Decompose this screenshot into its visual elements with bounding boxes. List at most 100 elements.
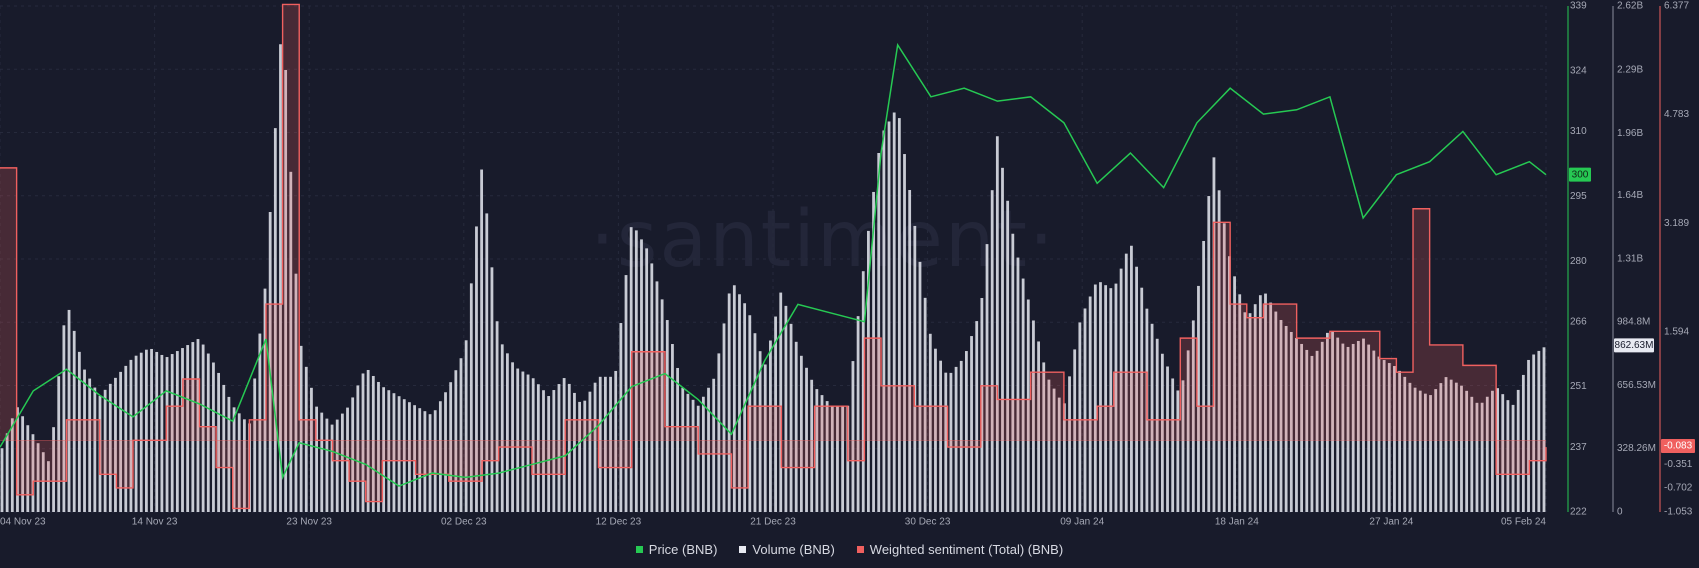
- volume-bar: [217, 372, 221, 512]
- volume-bar: [299, 345, 303, 512]
- volume-bar: [892, 112, 896, 512]
- price-tick-label: 310: [1570, 126, 1587, 137]
- volume-bar: [459, 358, 463, 512]
- volume-bar: [655, 281, 659, 512]
- volume-bar: [1130, 245, 1133, 513]
- volume-bar: [129, 359, 133, 512]
- volume-bar: [671, 344, 674, 512]
- volume-bar: [222, 384, 226, 512]
- volume-bar: [1191, 320, 1195, 512]
- x-tick-label: 23 Nov 23: [286, 517, 332, 528]
- volume-bar: [964, 351, 968, 512]
- volume-bar: [686, 393, 690, 512]
- volume-bar: [1150, 323, 1154, 512]
- volume-tick-label: 656.53M: [1617, 380, 1656, 391]
- volume-bar: [212, 362, 215, 512]
- volume-bar: [1088, 296, 1092, 512]
- volume-bar: [67, 309, 71, 512]
- volume-bar: [1016, 257, 1020, 512]
- legend-item-sentiment[interactable]: Weighted sentiment (Total) (BNB): [856, 542, 1063, 557]
- volume-bar: [1222, 223, 1226, 512]
- volume-bar: [310, 387, 313, 512]
- volume-bar: [1181, 380, 1185, 512]
- volume-bar: [923, 297, 927, 512]
- x-tick-label: 12 Dec 23: [596, 517, 642, 528]
- legend-label-volume: Volume (BNB): [752, 542, 835, 557]
- volume-bar: [944, 372, 948, 512]
- volume-bar: [908, 189, 912, 512]
- volume-bar: [52, 427, 55, 512]
- volume-bar: [660, 299, 664, 512]
- volume-bar: [464, 340, 468, 512]
- sentiment-tick-label: -0.351: [1664, 459, 1693, 470]
- volume-bar: [722, 323, 726, 512]
- volume-tick-label: 2.62B: [1617, 1, 1643, 12]
- volume-bar: [578, 401, 582, 512]
- volume-bar: [1506, 400, 1510, 512]
- volume-bar: [1274, 311, 1278, 512]
- volume-bar: [738, 294, 741, 512]
- volume-bar: [1207, 196, 1211, 512]
- volume-bar: [1042, 362, 1046, 512]
- volume-bar: [789, 323, 793, 512]
- volume-bar: [346, 407, 349, 512]
- volume-bar: [1114, 283, 1118, 512]
- volume-bar: [681, 387, 685, 512]
- legend-item-price[interactable]: Price (BNB): [635, 542, 717, 557]
- volume-bar: [1295, 337, 1298, 512]
- volume-bar: [691, 399, 695, 512]
- volume-bar: [954, 366, 958, 512]
- volume-bar: [903, 154, 906, 513]
- volume-bar: [805, 367, 808, 512]
- volume-bar: [155, 351, 159, 512]
- volume-bar: [268, 212, 272, 512]
- volume-bar: [1289, 331, 1293, 512]
- volume-bar: [366, 369, 370, 512]
- volume-bar: [413, 405, 416, 512]
- volume-bar: [1382, 360, 1386, 512]
- volume-bar: [371, 375, 375, 512]
- volume-bar: [227, 396, 231, 512]
- volume-bar: [867, 230, 870, 512]
- volume-bar: [825, 401, 829, 512]
- x-tick-label: 09 Jan 24: [1060, 517, 1104, 528]
- volume-bar: [717, 353, 721, 512]
- volume-bar: [1001, 167, 1004, 513]
- volume-bar: [1398, 370, 1401, 512]
- volume-bar: [1264, 293, 1267, 512]
- volume-bar: [72, 330, 76, 512]
- volume-bar: [62, 325, 66, 512]
- volume-bar: [799, 355, 803, 512]
- volume-bar: [1228, 256, 1231, 512]
- volume-bar: [1465, 390, 1469, 512]
- volume-bar: [500, 344, 504, 512]
- volume-bar: [1372, 350, 1376, 512]
- chart-svg: 222 237 251 266 280 295 310 324 339 0 328.26M 656.5…: [0, 1, 1695, 528]
- volume-bar: [583, 400, 587, 512]
- volume-bar: [588, 391, 592, 512]
- legend-item-volume[interactable]: Volume (BNB): [739, 542, 835, 557]
- volume-bar: [1160, 353, 1164, 512]
- volume-bar: [1423, 393, 1427, 512]
- volume-bar: [861, 271, 865, 512]
- volume-bar: [57, 376, 61, 512]
- price-tick-label: 295: [1570, 191, 1587, 202]
- volume-bar: [145, 349, 148, 512]
- volume-bar: [77, 351, 81, 512]
- volume-current-badge-text: 862.63M: [1615, 340, 1654, 351]
- volume-bar: [567, 383, 571, 512]
- volume-bar: [836, 405, 839, 512]
- volume-bar: [887, 121, 891, 513]
- volume-bar: [1253, 304, 1257, 512]
- volume-bar: [542, 390, 545, 512]
- volume-bar: [1460, 385, 1463, 512]
- volume-bar: [1248, 313, 1252, 512]
- volume-bar: [794, 341, 798, 512]
- volume-bar: [1429, 395, 1432, 512]
- volume-tick-label: 328.26M: [1617, 443, 1656, 454]
- price-swatch: [635, 546, 643, 553]
- volume-bar: [490, 267, 494, 512]
- volume-bar: [877, 153, 881, 512]
- volume-bar: [387, 390, 391, 512]
- volume-bar: [1537, 350, 1541, 512]
